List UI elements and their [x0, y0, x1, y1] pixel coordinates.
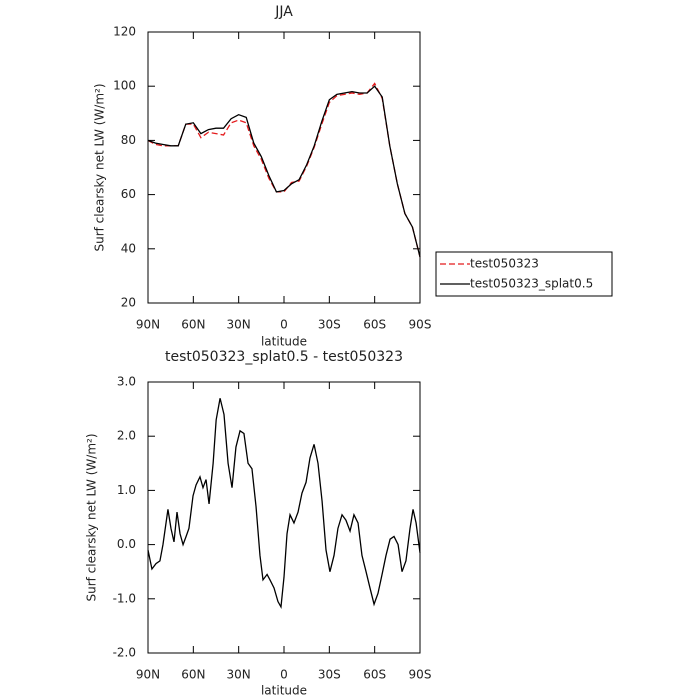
x-axis-label: latitude — [261, 335, 307, 349]
y-tick-label: 60 — [121, 187, 136, 201]
y-axis-label: Surf clearsky net LW (W/m²) — [93, 83, 107, 251]
x-tick-label: 60S — [363, 668, 386, 682]
legend-label: test050323 — [470, 257, 539, 271]
legend-box — [435, 251, 613, 297]
data-line — [147, 398, 421, 610]
y-tick-label: 2.0 — [117, 429, 136, 443]
data-line — [147, 82, 421, 258]
x-tick-label: 90S — [409, 668, 432, 682]
x-tick-label: 0 — [280, 668, 288, 682]
data-line — [147, 85, 421, 258]
legend-label: test050323_splat0.5 — [470, 277, 593, 291]
y-tick-label: -2.0 — [113, 646, 136, 660]
chart-title: JJA — [274, 4, 293, 20]
y-tick-label: 100 — [113, 79, 136, 93]
y-axis-label: Surf clearsky net LW (W/m²) — [85, 433, 99, 601]
y-tick-label: 0.0 — [117, 537, 136, 551]
x-tick-label: 90N — [136, 668, 160, 682]
x-tick-label: 30N — [227, 318, 251, 332]
y-tick-label: 40 — [121, 241, 136, 255]
x-tick-label: 30S — [318, 318, 341, 332]
x-tick-label: 60N — [181, 318, 205, 332]
x-tick-label: 60N — [181, 668, 205, 682]
x-tick-label: 30N — [227, 668, 251, 682]
x-tick-label: 90S — [409, 318, 432, 332]
plot-frame — [147, 31, 421, 304]
chart-title: test050323_splat0.5 - test050323 — [165, 349, 403, 365]
y-tick-label: 20 — [121, 296, 136, 310]
x-tick-label: 60S — [363, 318, 386, 332]
x-tick-label: 30S — [318, 668, 341, 682]
x-tick-label: 90N — [136, 318, 160, 332]
x-tick-label: 0 — [280, 318, 288, 332]
y-tick-label: 1.0 — [117, 483, 136, 497]
y-tick-label: 120 — [113, 25, 136, 39]
y-tick-label: -1.0 — [113, 591, 136, 605]
x-axis-label: latitude — [261, 684, 307, 698]
y-tick-label: 3.0 — [117, 375, 136, 389]
y-tick-label: 80 — [121, 133, 136, 147]
plot-frame — [147, 381, 421, 654]
